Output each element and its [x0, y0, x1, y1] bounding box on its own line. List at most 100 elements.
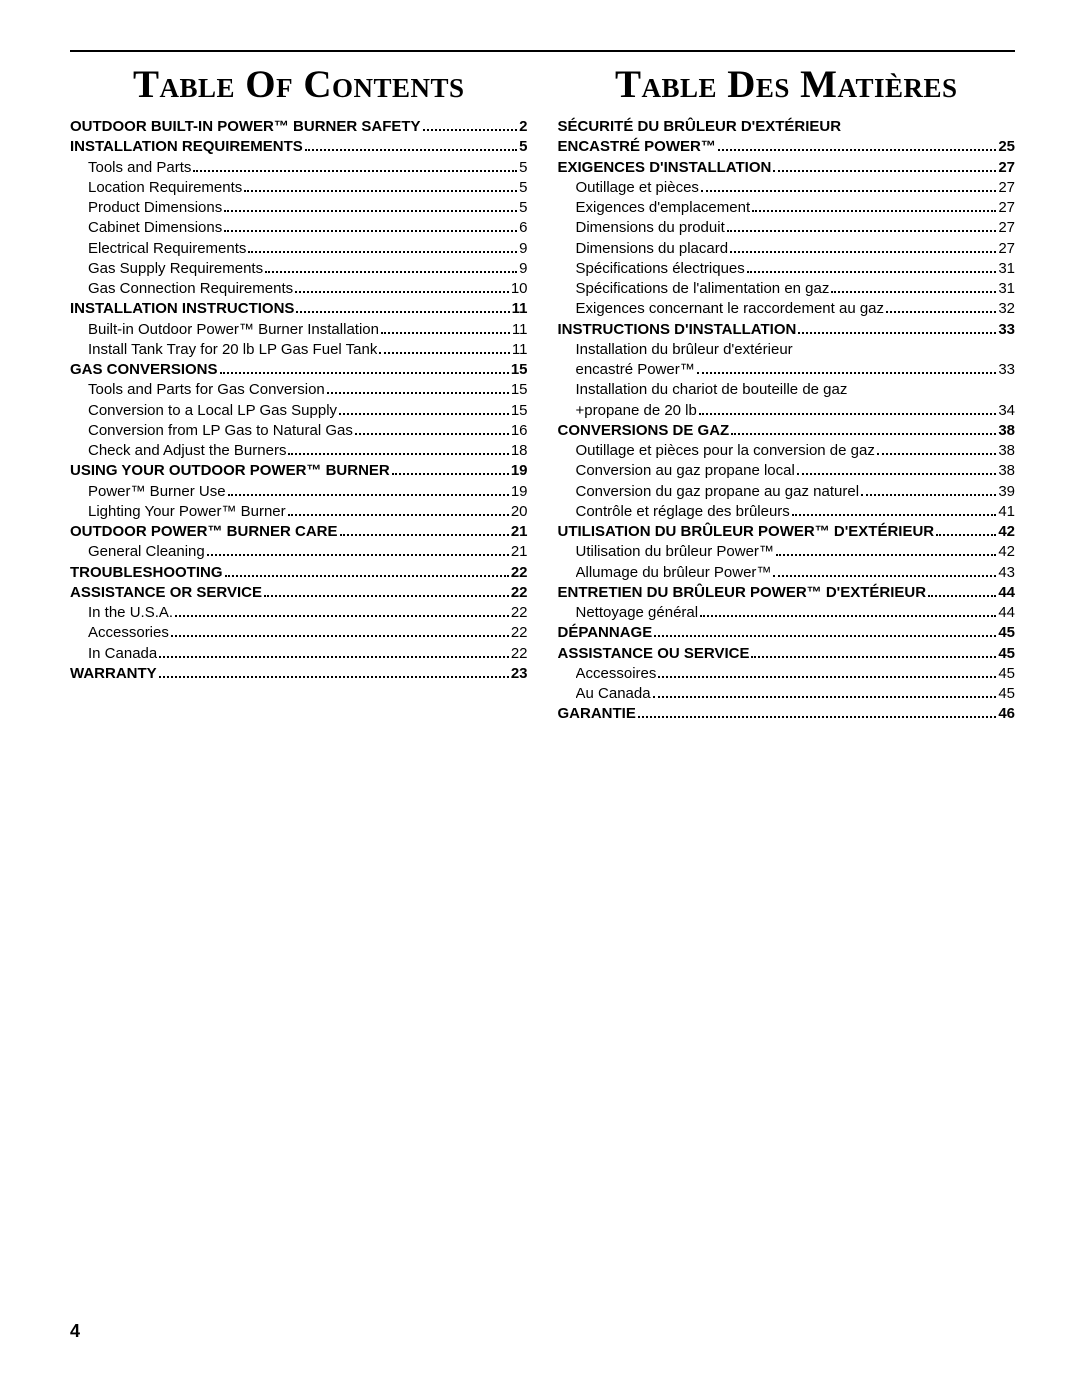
toc-entry: Conversion to a Local LP Gas Supply 15 — [70, 401, 528, 421]
toc-entry-label: ENTRETIEN DU BRÛLEUR POWER™ D'EXTÉRIEUR — [558, 583, 927, 603]
toc-leader-dots — [288, 453, 508, 455]
toc-entry-page: 31 — [998, 259, 1015, 279]
toc-entry-page: 45 — [998, 644, 1015, 664]
toc-entry: ENTRETIEN DU BRÛLEUR POWER™ D'EXTÉRIEUR4… — [558, 583, 1016, 603]
toc-leader-dots — [265, 271, 517, 273]
toc-entry: Power™ Burner Use19 — [70, 482, 528, 502]
toc-entry: Gas Supply Requirements9 — [70, 259, 528, 279]
toc-entry-label: Accessories — [88, 623, 169, 643]
toc-entry: Exigences d'emplacement27 — [558, 198, 1016, 218]
toc-leader-dots — [244, 190, 517, 192]
toc-entry-label: OUTDOOR BUILT-IN POWER™ BURNER SAFETY — [70, 117, 421, 137]
toc-leader-dots — [653, 696, 997, 698]
toc-entry-page: 18 — [511, 441, 528, 461]
toc-entry-page: 38 — [998, 441, 1015, 461]
toc-leader-dots — [718, 149, 996, 151]
toc-entry-page: 45 — [998, 664, 1015, 684]
toc-entry-label: USING YOUR OUTDOOR POWER™ BURNER — [70, 461, 390, 481]
toc-entry-page: 11 — [512, 340, 528, 360]
toc-entry-label: In Canada — [88, 644, 157, 664]
toc-leader-dots — [731, 433, 996, 435]
toc-leader-dots — [751, 656, 996, 658]
toc-entry-label: UTILISATION DU BRÛLEUR POWER™ D'EXTÉRIEU… — [558, 522, 935, 542]
toc-entry-label: Nettoyage général — [576, 603, 699, 623]
toc-entry-label: Conversion to a Local LP Gas Supply — [88, 401, 337, 421]
toc-leader-dots — [638, 716, 996, 718]
toc-entry: Conversion du gaz propane au gaz naturel… — [558, 482, 1016, 502]
toc-entry-label: Product Dimensions — [88, 198, 222, 218]
two-column-layout: Table Of Contents OUTDOOR BUILT-IN POWER… — [70, 58, 1015, 725]
toc-entry: Dimensions du placard27 — [558, 239, 1016, 259]
toc-leader-dots — [224, 230, 517, 232]
toc-entry: WARRANTY23 — [70, 664, 528, 684]
toc-leader-dots — [792, 514, 997, 516]
toc-entry-label: Conversion du gaz propane au gaz naturel — [576, 482, 860, 502]
toc-entry: encastré Power™33 — [558, 360, 1016, 380]
toc-entry-label: Allumage du brûleur Power™ — [576, 563, 772, 583]
toc-entry-page: 21 — [511, 522, 528, 542]
toc-entry-label: SÉCURITÉ DU BRÛLEUR D'EXTÉRIEUR — [558, 117, 842, 137]
toc-entry-page: 10 — [511, 279, 528, 299]
toc-entry-page: 27 — [998, 158, 1015, 178]
toc-entry-page: 27 — [998, 239, 1015, 259]
toc-entry: Exigences concernant le raccordement au … — [558, 299, 1016, 319]
toc-entry-page: 22 — [511, 644, 528, 664]
toc-entry-page: 21 — [511, 542, 528, 562]
toc-entry-label: Conversion au gaz propane local — [576, 461, 795, 481]
toc-entry-label: INSTALLATION REQUIREMENTS — [70, 137, 303, 157]
left-toc: OUTDOOR BUILT-IN POWER™ BURNER SAFETY2IN… — [70, 117, 528, 684]
toc-entry-page: 42 — [998, 522, 1015, 542]
toc-entry-label: Built-in Outdoor Power™ Burner Installat… — [88, 320, 379, 340]
toc-entry-label: Lighting Your Power™ Burner — [88, 502, 286, 522]
toc-leader-dots — [797, 473, 997, 475]
toc-leader-dots — [295, 291, 509, 293]
toc-entry-page: 43 — [998, 563, 1015, 583]
toc-leader-dots — [773, 575, 996, 577]
toc-entry: Nettoyage général 44 — [558, 603, 1016, 623]
toc-entry-label: Au Canada — [576, 684, 651, 704]
toc-entry: GAS CONVERSIONS15 — [70, 360, 528, 380]
toc-entry-page: 19 — [511, 461, 528, 481]
toc-leader-dots — [697, 372, 997, 374]
toc-entry: Spécifications électriques 31 — [558, 259, 1016, 279]
toc-entry: Accessoires 45 — [558, 664, 1016, 684]
toc-entry-page: 5 — [519, 198, 527, 218]
toc-leader-dots — [228, 494, 509, 496]
toc-leader-dots — [701, 190, 996, 192]
toc-entry-label: Utilisation du brûleur Power™ — [576, 542, 774, 562]
toc-entry-page: 33 — [998, 320, 1015, 340]
toc-entry-label: Spécifications électriques — [576, 259, 745, 279]
toc-entry-label: Check and Adjust the Burners — [88, 441, 286, 461]
toc-entry-page: 39 — [998, 482, 1015, 502]
toc-leader-dots — [747, 271, 997, 273]
toc-leader-dots — [288, 514, 509, 516]
toc-entry: Installation du brûleur d'extérieur — [558, 340, 1016, 360]
toc-entry-label: Electrical Requirements — [88, 239, 246, 259]
toc-entry-label: Gas Supply Requirements — [88, 259, 263, 279]
right-column: Table Des Matières SÉCURITÉ DU BRÛLEUR D… — [558, 58, 1016, 725]
toc-entry-page: 31 — [998, 279, 1015, 299]
toc-entry-label: CONVERSIONS DE GAZ — [558, 421, 730, 441]
toc-entry: INSTALLATION INSTRUCTIONS11 — [70, 299, 528, 319]
toc-leader-dots — [877, 453, 996, 455]
toc-entry-label: ASSISTANCE OU SERVICE — [558, 644, 750, 664]
toc-leader-dots — [861, 494, 996, 496]
toc-entry-label: Cabinet Dimensions — [88, 218, 222, 238]
toc-leader-dots — [381, 332, 510, 334]
toc-leader-dots — [776, 554, 996, 556]
toc-entry: Electrical Requirements 9 — [70, 239, 528, 259]
toc-entry: Tools and Parts for Gas Conversion15 — [70, 380, 528, 400]
toc-entry-label: Tools and Parts for Gas Conversion — [88, 380, 325, 400]
toc-entry: ASSISTANCE OU SERVICE 45 — [558, 644, 1016, 664]
toc-entry: Gas Connection Requirements10 — [70, 279, 528, 299]
toc-entry-label: Accessoires — [576, 664, 657, 684]
toc-entry-page: 15 — [511, 401, 528, 421]
toc-entry-page: 22 — [511, 583, 528, 603]
toc-entry-label: Power™ Burner Use — [88, 482, 226, 502]
toc-entry-label: INSTALLATION INSTRUCTIONS — [70, 299, 294, 319]
toc-entry-label: +propane de 20 lb — [576, 401, 697, 421]
toc-entry-page: 9 — [519, 239, 527, 259]
toc-entry-label: Installation du brûleur d'extérieur — [576, 340, 793, 360]
toc-entry: Outillage et pièces27 — [558, 178, 1016, 198]
toc-entry-page: 44 — [998, 603, 1015, 623]
